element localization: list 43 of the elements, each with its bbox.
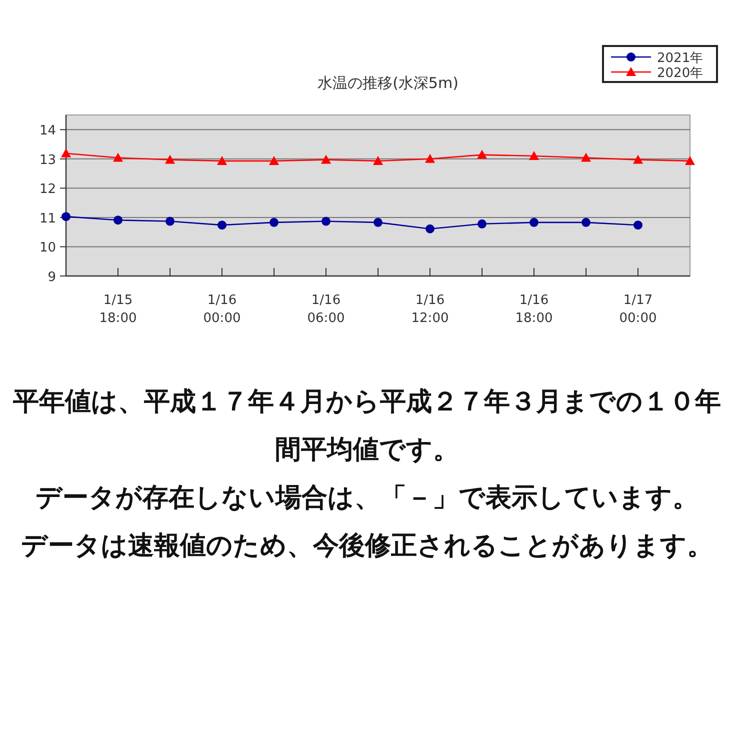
point [322, 216, 330, 226]
point [529, 150, 539, 160]
y-tick-label: 12 [39, 182, 56, 198]
x-tick-label: 1/16 18:00 [515, 293, 553, 326]
x-tick-label: 1/17 00:00 [619, 293, 657, 326]
text: データは速報値のため、今後修正されることがあります。 [20, 530, 714, 563]
point [217, 156, 227, 165]
point [581, 152, 591, 162]
point [374, 218, 382, 227]
point [218, 220, 226, 230]
point [634, 220, 642, 230]
point [113, 152, 123, 162]
point [270, 218, 278, 227]
y-tick-label: 11 [39, 211, 56, 226]
point [477, 150, 487, 159]
point [62, 212, 70, 222]
point [114, 216, 122, 225]
point [373, 156, 383, 165]
point [321, 154, 331, 164]
point [530, 218, 538, 227]
point [426, 224, 434, 234]
point [165, 154, 175, 164]
point [582, 218, 590, 227]
x-tick-label: 1/15 18:00 [99, 293, 137, 326]
point [425, 154, 435, 163]
x-tick-label: 1/16 06:00 [307, 293, 345, 326]
point [685, 156, 695, 165]
legend-label: 2020年 [657, 66, 704, 81]
x-tick-label: 1/16 12:00 [411, 293, 449, 326]
point [166, 216, 174, 226]
point [633, 154, 643, 164]
y-tick-label: 9 [48, 270, 56, 285]
point [478, 219, 486, 228]
y-tick-label: 10 [39, 240, 56, 256]
point [61, 148, 71, 158]
text: 平年値は、平成１７年４月から平成２７年３月までの１０年間平均値です。 [12, 386, 722, 467]
x-tick-label: 1/16 00:00 [203, 293, 241, 326]
point [269, 156, 279, 165]
legend-label: 2021年 [657, 51, 704, 66]
y-tick-label: 13 [39, 152, 56, 168]
chart-title: 水温の推移(水深5m) [318, 74, 458, 92]
text: データが存在しない場合は、「－」で表示しています。 [34, 482, 700, 515]
y-tick-label: 14 [39, 124, 56, 139]
